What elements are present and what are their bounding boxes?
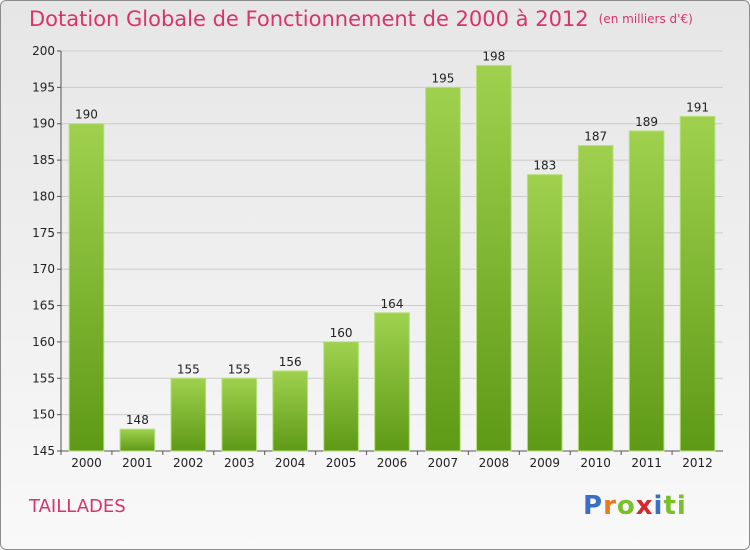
- logo-letter: i: [653, 491, 664, 521]
- data-label: 155: [177, 362, 200, 376]
- data-label: 164: [381, 297, 404, 311]
- x-tick-label: 2011: [631, 456, 662, 470]
- data-label: 191: [686, 100, 709, 114]
- y-tick-label: 195: [32, 80, 55, 94]
- data-label: 160: [330, 326, 353, 340]
- y-tick-label: 150: [32, 408, 55, 422]
- chart-title: Dotation Globale de Fonctionnement de 20…: [29, 7, 693, 31]
- x-tick-label: 2009: [529, 456, 560, 470]
- bar-2000: [68, 123, 105, 452]
- y-tick-label: 155: [32, 371, 55, 385]
- bar-2002: [170, 377, 207, 452]
- bar-2005: [323, 341, 359, 452]
- y-tick-label: 180: [32, 189, 55, 203]
- y-tick-label: 175: [32, 226, 55, 240]
- proxiti-logo: Proxiti: [583, 491, 687, 521]
- y-tick-label: 160: [32, 335, 55, 349]
- bar-2010: [577, 145, 614, 452]
- x-tick-label: 2010: [580, 456, 611, 470]
- x-tick-label: 2000: [71, 456, 102, 470]
- data-label: 198: [482, 50, 505, 64]
- logo-letter: r: [603, 491, 617, 521]
- bar-2008: [476, 65, 512, 452]
- bar-2007: [425, 86, 461, 452]
- bar-2003: [221, 377, 258, 452]
- y-tick-label: 170: [32, 262, 55, 276]
- data-label: 148: [126, 413, 149, 427]
- logo-letter: ti: [663, 491, 687, 521]
- x-tick-label: 2003: [224, 456, 255, 470]
- bar-2011: [628, 130, 665, 452]
- x-tick-label: 2007: [428, 456, 459, 470]
- y-tick-label: 190: [32, 117, 55, 131]
- bar-2012: [679, 115, 716, 452]
- commune-name: TAILLADES: [29, 496, 126, 517]
- x-tick-label: 2002: [173, 456, 204, 470]
- bar-2009: [526, 174, 563, 452]
- y-tick-label: 185: [32, 153, 55, 167]
- bar-2001: [119, 428, 156, 452]
- y-tick-label: 145: [32, 444, 55, 458]
- x-tick-label: 2008: [479, 456, 510, 470]
- logo-letter: o: [616, 491, 636, 521]
- x-tick-label: 2006: [377, 456, 408, 470]
- x-tick-label: 2004: [275, 456, 306, 470]
- x-tick-label: 2005: [326, 456, 357, 470]
- data-label: 155: [228, 362, 251, 376]
- data-label: 189: [635, 115, 658, 129]
- x-tick-label: 2012: [682, 456, 713, 470]
- data-label: 187: [584, 130, 607, 144]
- data-label: 156: [279, 355, 302, 369]
- y-tick-label: 165: [32, 299, 55, 313]
- logo-letter: x: [635, 491, 654, 521]
- chart-unit: (en milliers d'€): [598, 12, 693, 26]
- logo-letter: P: [583, 491, 604, 521]
- bar-2006: [374, 312, 410, 452]
- x-tick-label: 2001: [122, 456, 153, 470]
- y-tick-label: 200: [32, 44, 55, 58]
- data-label: 183: [533, 159, 556, 173]
- bar-2004: [272, 370, 308, 452]
- chart-title-text: Dotation Globale de Fonctionnement de 20…: [29, 7, 589, 31]
- data-label: 190: [75, 108, 98, 122]
- data-label: 195: [431, 71, 454, 85]
